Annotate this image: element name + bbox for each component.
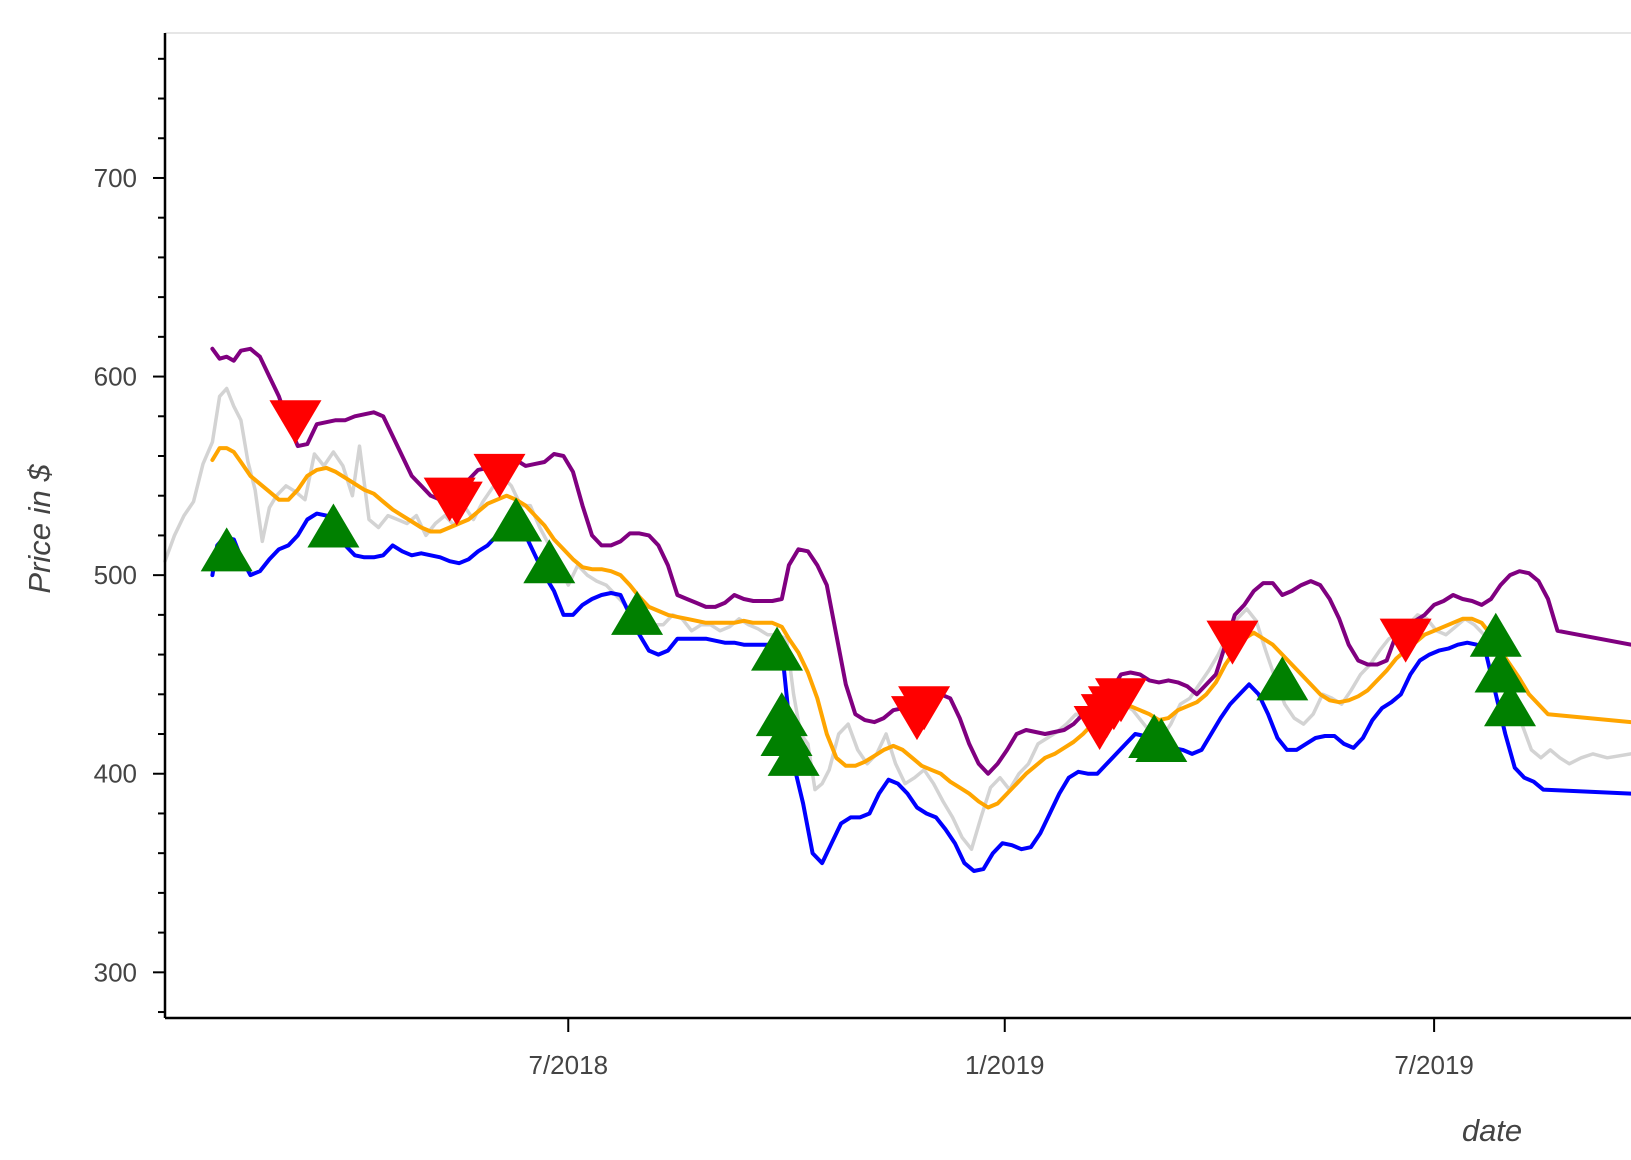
buy-signal-marker [611,590,664,635]
y-axis: 300 400 500 600 700 [94,33,167,1018]
x-tick-label: 7/2018 [529,1050,609,1080]
y-tick-label: 700 [94,163,137,193]
buy-signal-marker [751,626,804,671]
y-axis-title: Price in $ [22,464,57,594]
marker-layer [200,400,1537,776]
x-tick-label: 1/2019 [965,1050,1045,1080]
y-tick-label: 500 [94,560,137,590]
y-tick-label: 600 [94,362,137,392]
buy-signal-marker [767,731,820,776]
plot-area [163,346,1631,873]
buy-signal-marker [490,497,543,542]
sell-signal-marker [269,400,322,445]
sell-signal-marker [473,453,526,498]
buy-signal-marker [1474,648,1527,693]
sell-signal-marker [1206,620,1259,665]
x-axis-title: date [1462,1113,1522,1148]
sell-signal-marker [430,481,483,526]
y-tick-label: 300 [94,957,137,987]
sell-signal-marker [1379,618,1432,663]
series-line-lower-band [210,511,1631,873]
buy-signal-marker [523,539,576,584]
buy-signal-marker [1484,682,1537,727]
buy-signal-marker [755,692,808,737]
buy-signal-marker [307,503,360,548]
y-tick-label: 400 [94,759,137,789]
buy-signal-marker [200,527,253,572]
x-tick-label: 7/2019 [1394,1050,1474,1080]
series-layer [163,346,1631,873]
sell-signal-marker [898,686,951,731]
sell-signal-marker [1094,678,1147,723]
series-line-price [163,386,1631,851]
buy-signal-marker [1256,656,1309,701]
buy-signal-marker [1469,612,1522,657]
buy-signal-marker [1135,717,1188,762]
series-line-moving-average [210,446,1631,810]
x-axis: 7/2018 1/2019 7/2019 [165,1016,1631,1080]
series-line-upper-band [210,346,1631,776]
